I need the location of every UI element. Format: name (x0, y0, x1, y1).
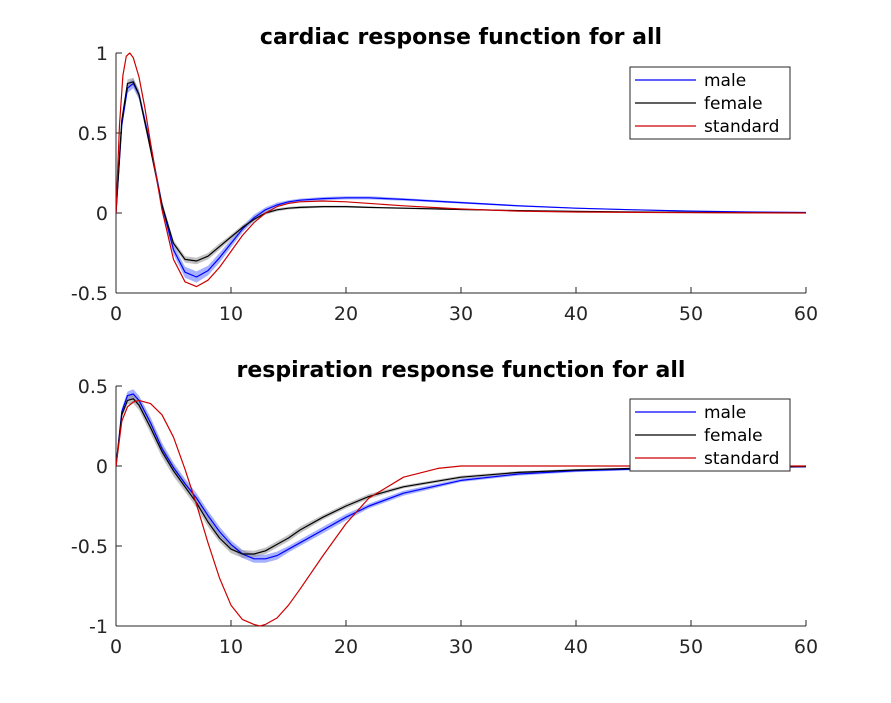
x-tick-label: 60 (794, 636, 818, 658)
series-female-band (116, 394, 806, 558)
y-tick-label: -1 (89, 616, 108, 638)
x-tick-label: 40 (564, 303, 588, 325)
legend-label-female: female (704, 94, 763, 114)
x-tick-label: 50 (679, 636, 703, 658)
x-tick-label: 30 (449, 303, 473, 325)
legend-label-standard: standard (704, 449, 779, 469)
x-tick-label: 0 (110, 636, 122, 658)
y-tick-label: -0.5 (71, 536, 108, 558)
series-standard-line (116, 52, 806, 288)
series-standard-line (116, 399, 806, 627)
x-tick-label: 20 (334, 636, 358, 658)
legend-label-male: male (704, 403, 746, 423)
y-tick-label: 0 (96, 203, 108, 225)
legend-label-male: male (704, 71, 746, 91)
x-tick-label: 40 (564, 636, 588, 658)
chart-title: cardiac response function for all (260, 25, 662, 50)
x-tick-label: 10 (219, 636, 243, 658)
legend-label-female: female (704, 426, 763, 446)
chart-2: respiration response function for all 0 10… (71, 358, 818, 658)
plot-area (116, 52, 806, 288)
plot-area (116, 389, 806, 627)
series-male-line (116, 393, 806, 560)
y-tick-label: 0.5 (78, 123, 108, 145)
legend: male female standard (629, 398, 791, 472)
y-tick-label: 1 (96, 43, 108, 65)
y-tick-label: 0.5 (78, 376, 108, 398)
x-tick-label: 10 (219, 303, 243, 325)
legend: male female standard (629, 66, 791, 140)
chart-title: respiration response function for all (237, 358, 686, 383)
x-tick-label: 60 (794, 303, 818, 325)
y-tick-label: -0.5 (71, 283, 108, 305)
x-tick-label: 50 (679, 303, 703, 325)
x-tick-label: 30 (449, 636, 473, 658)
legend-label-standard: standard (704, 117, 779, 137)
x-tick-label: 0 (110, 303, 122, 325)
x-tick-label: 20 (334, 303, 358, 325)
y-tick-label: 0 (96, 456, 108, 478)
series-female-line (116, 398, 806, 555)
